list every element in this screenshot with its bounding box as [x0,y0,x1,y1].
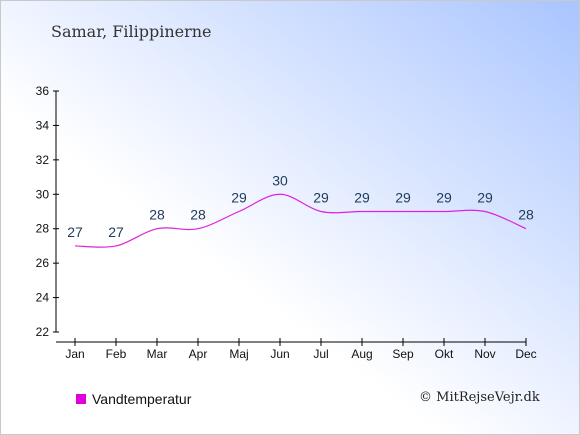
data-point [238,211,240,213]
data-label: 30 [272,172,288,188]
data-label: 29 [477,190,493,206]
data-label: 28 [518,207,534,223]
data-point [525,228,527,230]
x-tick-label: Feb [106,347,127,361]
data-label: 28 [190,207,206,223]
data-label: 29 [231,190,247,206]
y-tick-label: 30 [36,187,50,201]
y-tick-label: 24 [36,291,50,305]
y-tick-label: 22 [36,325,50,339]
y-tick-label: 36 [36,84,50,98]
x-tick-label: Sep [392,347,414,361]
data-label: 27 [67,224,83,240]
data-point [443,211,445,213]
x-tick-label: Jan [65,347,84,361]
y-tick-label: 32 [36,153,50,167]
data-point [74,245,76,247]
y-tick-label: 28 [36,222,50,236]
x-tick-label: Maj [229,347,248,361]
data-point [402,211,404,213]
y-tick-label: 26 [36,256,50,270]
data-point [115,245,117,247]
x-tick-label: Okt [435,347,454,361]
data-point [484,211,486,213]
x-tick-label: Mar [147,347,168,361]
data-point [197,228,199,230]
x-tick-label: Apr [189,347,208,361]
copyright-credit: © MitRejseVejr.dk [419,390,540,405]
x-tick-label: Dec [515,347,536,361]
legend-label: Vandtemperatur [92,391,192,407]
data-label: 29 [395,190,411,206]
data-point [361,211,363,213]
y-tick-label: 34 [36,118,50,132]
data-label: 29 [313,190,329,206]
x-tick-label: Nov [474,347,495,361]
data-label: 28 [149,207,165,223]
chart-title: Samar, Filippinerne [51,22,212,41]
x-tick-label: Jul [313,347,328,361]
x-tick-label: Aug [351,347,372,361]
data-label: 27 [108,224,124,240]
data-point [156,228,158,230]
series-line-vandtemperatur [74,193,527,248]
data-point [279,193,281,195]
data-label: 29 [354,190,370,206]
data-point [320,211,322,213]
x-tick-label: Jun [270,347,289,361]
legend: Vandtemperatur [76,391,191,407]
data-label: 29 [436,190,452,206]
legend-swatch [76,394,86,404]
